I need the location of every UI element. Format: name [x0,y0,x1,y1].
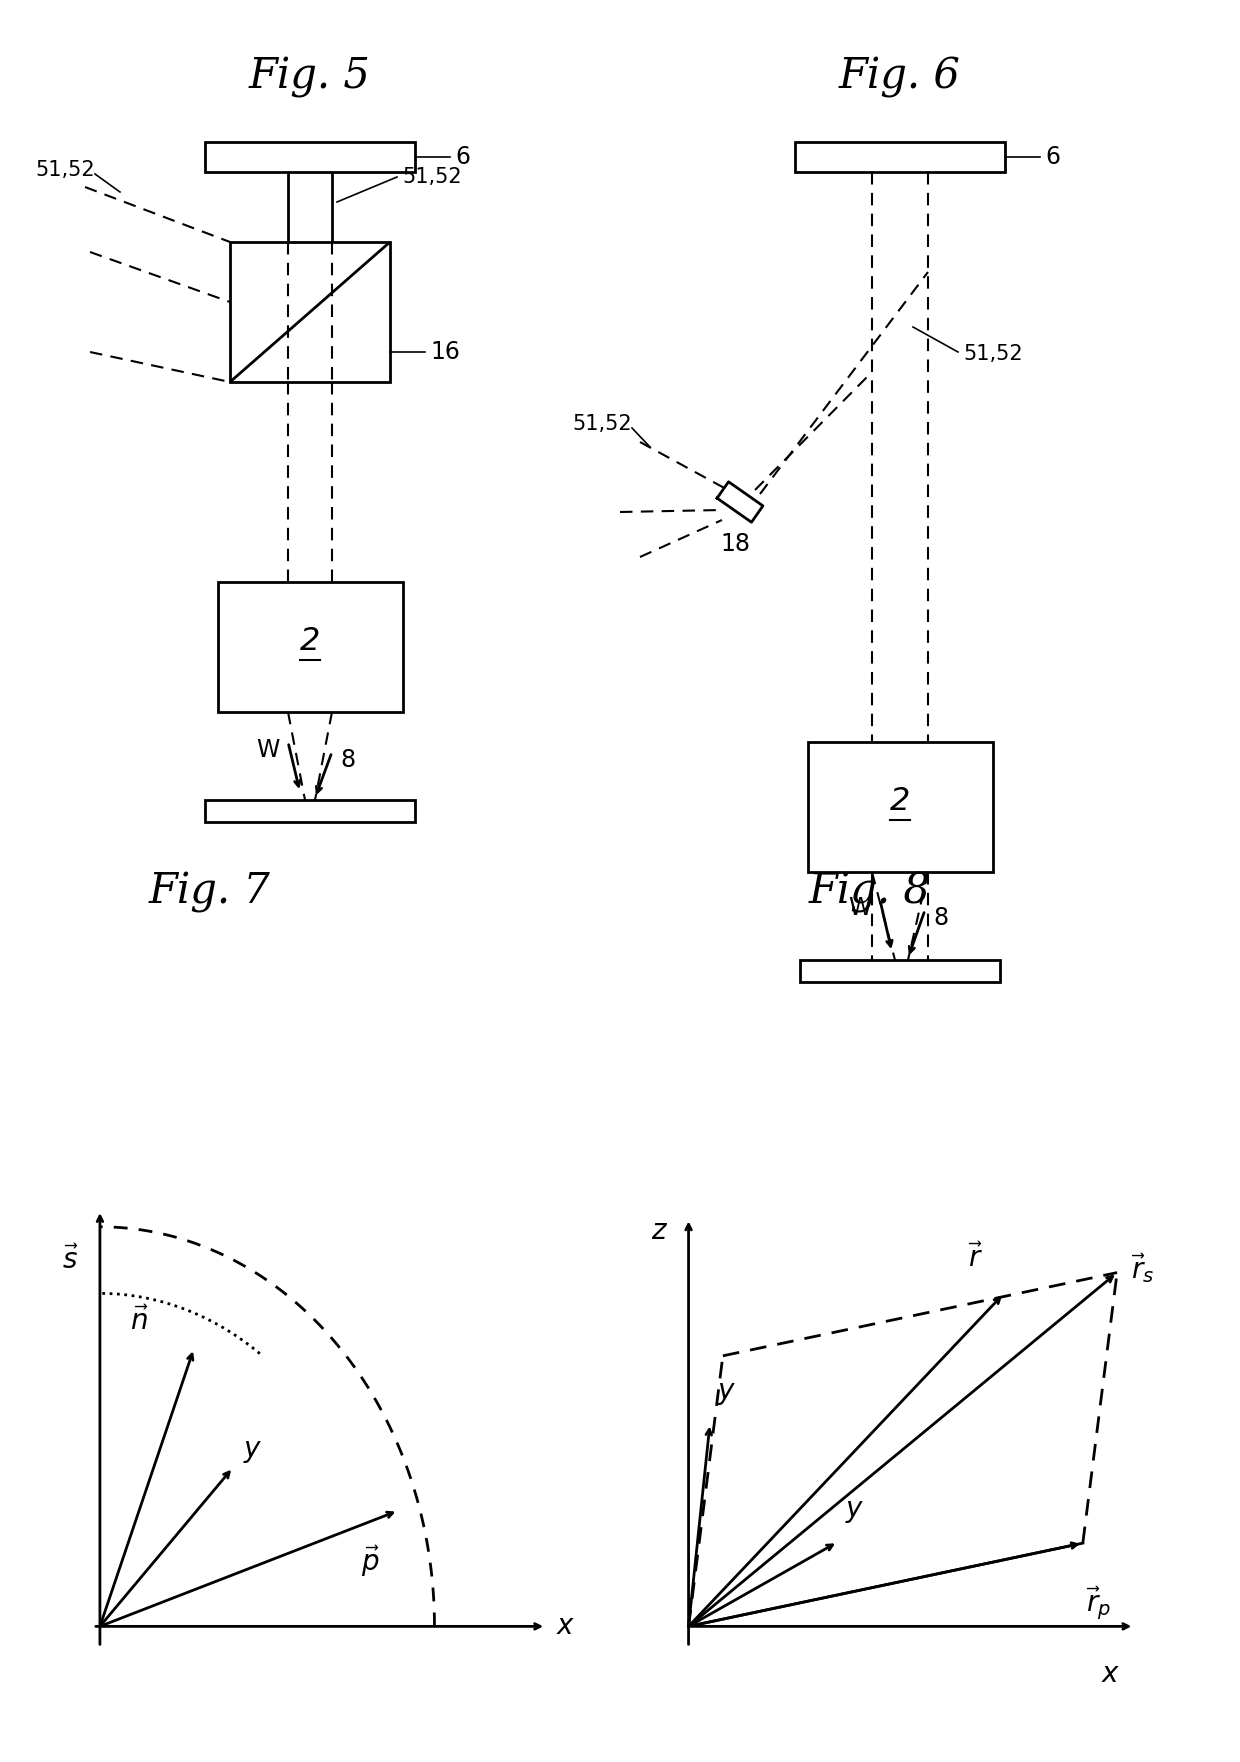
Text: Fig. 6: Fig. 6 [839,56,961,99]
Bar [205,800,415,823]
Text: $y$: $y$ [717,1380,737,1406]
Text: Fig. 7: Fig. 7 [149,870,270,913]
Text: 8: 8 [932,906,949,930]
Text: W: W [848,897,872,920]
Text: W: W [257,738,280,761]
Text: $y$: $y$ [844,1498,864,1526]
Text: 6: 6 [1045,144,1060,169]
Bar [218,581,403,712]
Bar [808,742,993,872]
Bar [800,960,999,981]
Text: $x$: $x$ [557,1612,575,1640]
Bar [229,241,391,382]
Text: $z$: $z$ [651,1218,668,1246]
Text: 2: 2 [890,786,910,818]
Text: $\vec{r}_p$: $\vec{r}_p$ [1086,1584,1111,1623]
Text: 51,52: 51,52 [402,167,461,187]
Bar [795,143,1004,173]
Text: Fig. 8: Fig. 8 [808,870,931,913]
Bar [205,143,415,173]
Text: 51,52: 51,52 [963,344,1023,365]
Text: $y$: $y$ [243,1436,263,1464]
Text: $\vec{s}$: $\vec{s}$ [62,1246,79,1274]
Text: $x$: $x$ [1101,1660,1120,1688]
Text: 51,52: 51,52 [573,414,632,433]
Text: $\vec{r}$: $\vec{r}$ [968,1244,983,1272]
Text: 18: 18 [720,532,750,557]
Text: Fig. 5: Fig. 5 [249,56,371,99]
Text: 51,52: 51,52 [36,160,95,180]
Text: 2: 2 [300,627,320,657]
Text: 16: 16 [430,340,460,365]
Text: $\vec{p}$: $\vec{p}$ [361,1544,379,1579]
Text: 8: 8 [340,749,355,772]
Text: 6: 6 [455,144,470,169]
Text: $\vec{n}$: $\vec{n}$ [130,1307,149,1336]
Text: $\vec{r}_s$: $\vec{r}_s$ [1131,1251,1154,1284]
